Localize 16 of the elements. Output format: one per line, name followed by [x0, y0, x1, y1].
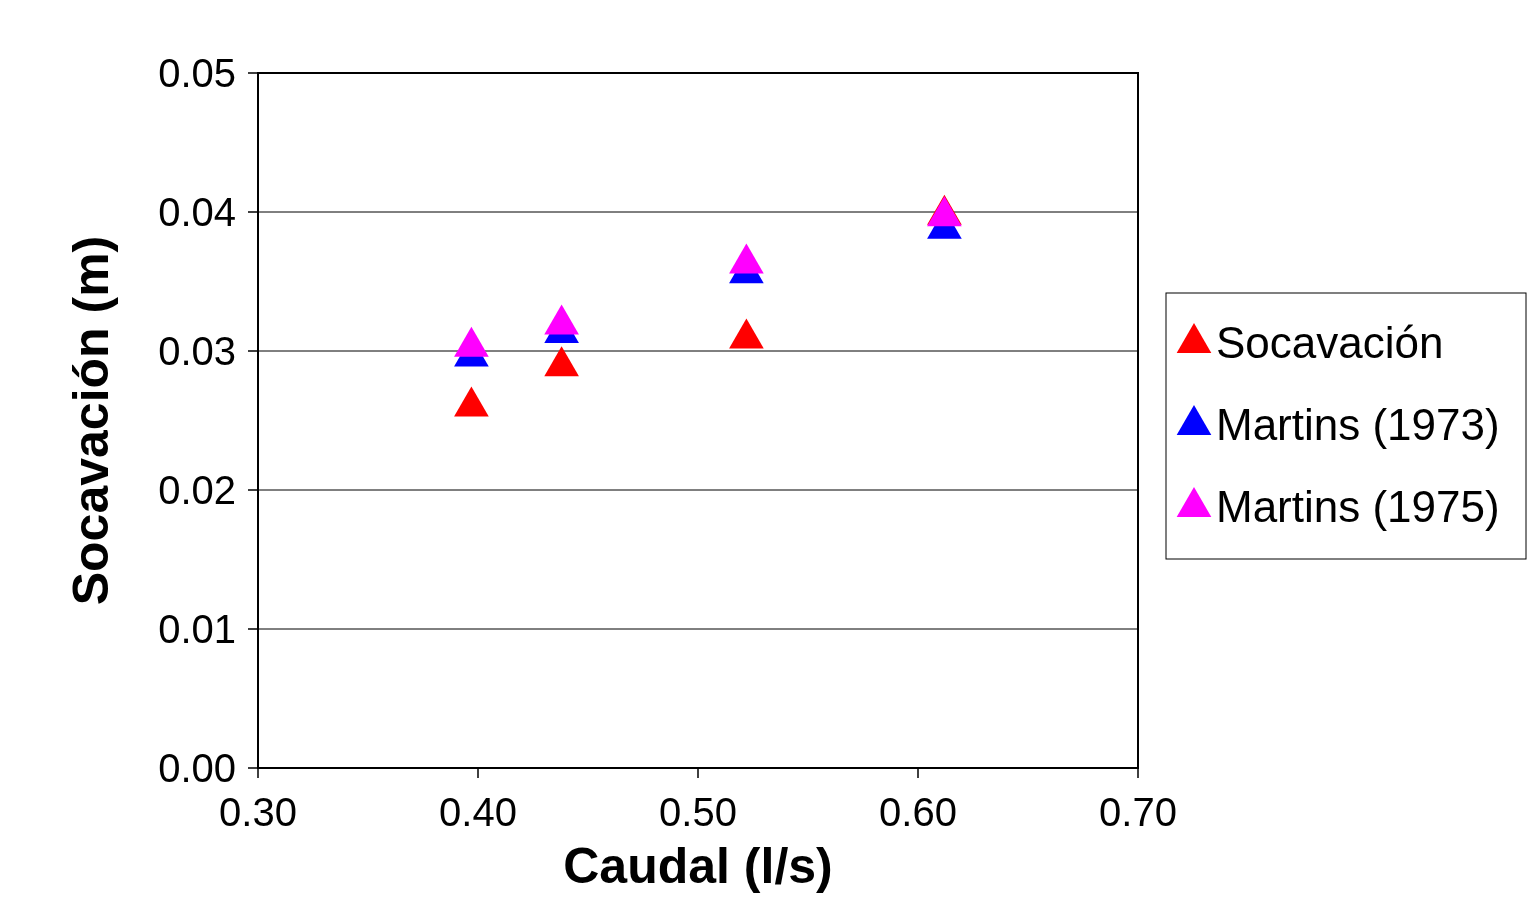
- y-tick-label: 0.00: [158, 746, 236, 790]
- y-tick-label: 0.01: [158, 607, 236, 651]
- x-tick-label: 0.50: [659, 790, 737, 834]
- x-tick-label: 0.60: [879, 790, 957, 834]
- y-tick-label: 0.05: [158, 51, 236, 95]
- y-axis-title: Socavación (m): [63, 235, 119, 606]
- x-tick-label: 0.30: [219, 790, 297, 834]
- x-tick-label: 0.70: [1099, 790, 1177, 834]
- legend-label: Martins (1975): [1216, 482, 1500, 532]
- y-tick-label: 0.02: [158, 468, 236, 512]
- x-tick-label: 0.40: [439, 790, 517, 834]
- legend-label: Martins (1973): [1216, 400, 1500, 450]
- y-tick-label: 0.04: [158, 190, 236, 234]
- legend-label: Socavación: [1216, 318, 1444, 368]
- x-axis-title: Caudal (l/s): [563, 838, 833, 894]
- y-tick-label: 0.03: [158, 329, 236, 373]
